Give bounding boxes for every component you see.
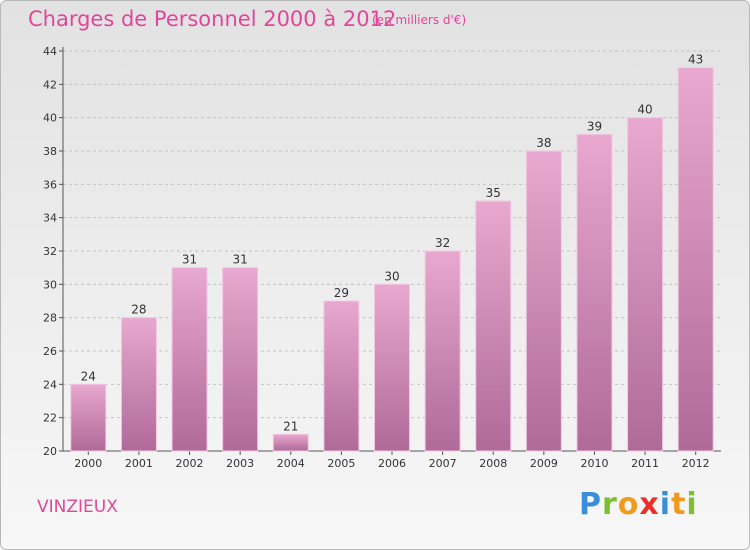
data-label: 35 xyxy=(486,186,501,200)
logo-letter: P xyxy=(579,487,602,522)
x-tick-label: 2003 xyxy=(226,457,254,470)
chart-title: Charges de Personnel 2000 à 2012 xyxy=(28,7,397,31)
data-label: 31 xyxy=(233,253,248,267)
data-label: 38 xyxy=(536,136,551,150)
x-tick-label: 2009 xyxy=(530,457,558,470)
bar xyxy=(272,433,309,452)
bar xyxy=(475,200,512,452)
logo-letter: t xyxy=(671,487,687,522)
y-tick-label: 30 xyxy=(43,278,57,291)
logo-letter: r xyxy=(602,487,618,522)
y-tick-label: 28 xyxy=(43,312,57,325)
y-tick-label: 20 xyxy=(43,445,57,458)
bar xyxy=(120,317,157,452)
data-label: 24 xyxy=(81,369,96,383)
logo-letter: o xyxy=(617,487,640,522)
logo-letter: x xyxy=(639,487,660,522)
data-label: 43 xyxy=(688,53,703,67)
y-tick-label: 42 xyxy=(43,78,57,91)
bars xyxy=(70,67,714,452)
x-tick-label: 2004 xyxy=(277,457,305,470)
bar xyxy=(70,383,107,452)
proxiti-logo: Proxiti xyxy=(579,487,698,522)
chart-subtitle: (en milliers d'€) xyxy=(372,13,467,27)
x-tick-label: 2002 xyxy=(176,457,204,470)
x-tick-label: 2001 xyxy=(125,457,153,470)
bar xyxy=(525,150,562,452)
data-label: 21 xyxy=(283,419,298,433)
x-tick-label: 2008 xyxy=(479,457,507,470)
bar xyxy=(576,133,613,452)
bar xyxy=(424,250,461,452)
y-tick-label: 40 xyxy=(43,112,57,125)
y-tick-label: 24 xyxy=(43,378,57,391)
bar xyxy=(323,300,360,452)
bar xyxy=(627,117,664,452)
x-tick-label: 2006 xyxy=(378,457,406,470)
commune-name: VINZIEUX xyxy=(37,497,118,517)
x-tick-label: 2012 xyxy=(682,457,710,470)
y-tick-label: 44 xyxy=(43,45,57,58)
bar xyxy=(171,267,208,452)
logo-letter: i xyxy=(659,487,672,522)
y-tick-label: 26 xyxy=(43,345,57,358)
x-tick-label: 2007 xyxy=(429,457,457,470)
x-tick-label: 2011 xyxy=(631,457,659,470)
data-label: 39 xyxy=(587,119,602,133)
data-label: 32 xyxy=(435,236,450,250)
bar xyxy=(374,283,410,452)
x-tick-label: 2010 xyxy=(580,457,608,470)
data-label: 31 xyxy=(182,253,197,267)
y-tick-label: 38 xyxy=(43,145,57,158)
data-label: 28 xyxy=(131,303,146,317)
x-tick-label: 2000 xyxy=(74,457,102,470)
bar xyxy=(677,67,714,452)
bar xyxy=(222,267,259,452)
data-label: 29 xyxy=(334,286,349,300)
data-label: 40 xyxy=(637,103,652,117)
y-tick-label: 22 xyxy=(43,412,57,425)
data-label: 30 xyxy=(384,269,399,283)
logo-letter: i xyxy=(686,487,698,522)
y-tick-label: 32 xyxy=(43,245,57,258)
y-tick-label: 36 xyxy=(43,178,57,191)
labels: 20 22 24 26 28 30 32 34 36 38 40 42 44 2000 24 2001 28 20… xyxy=(43,45,710,470)
y-tick-label: 34 xyxy=(43,212,57,225)
x-tick-label: 2005 xyxy=(327,457,355,470)
